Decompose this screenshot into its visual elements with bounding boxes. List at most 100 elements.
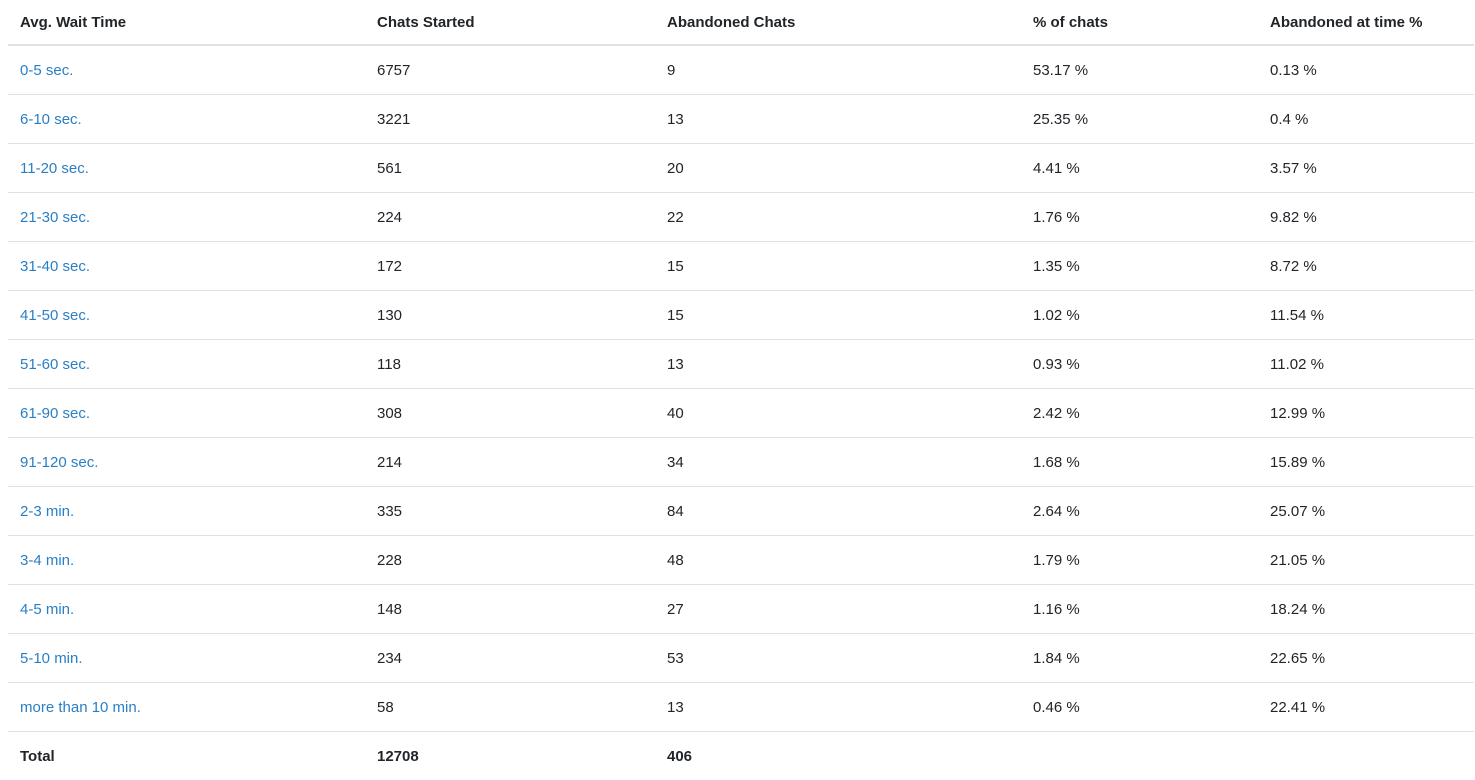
abandoned-chats-cell: 15: [655, 291, 1021, 340]
range-cell: 91-120 sec.: [8, 438, 365, 487]
table-row: more than 10 min. 58 13 0.46 % 22.41 %: [8, 683, 1474, 732]
pct-chats-cell: 4.41 %: [1021, 144, 1258, 193]
abandoned-chats-cell: 13: [655, 683, 1021, 732]
chats-started-cell: 308: [365, 389, 655, 438]
chats-started-cell: 6757: [365, 45, 655, 95]
abandoned-chats-cell: 84: [655, 487, 1021, 536]
wait-time-report: Avg. Wait Time Chats Started Abandoned C…: [8, 0, 1474, 780]
total-abandoned-chats: 406: [655, 732, 1021, 780]
abandoned-chats-cell: 9: [655, 45, 1021, 95]
wait-range-link[interactable]: 2-3 min.: [20, 503, 74, 520]
chats-started-cell: 561: [365, 144, 655, 193]
pct-chats-cell: 1.02 %: [1021, 291, 1258, 340]
table-row: 2-3 min. 335 84 2.64 % 25.07 %: [8, 487, 1474, 536]
range-cell: 5-10 min.: [8, 634, 365, 683]
wait-range-link[interactable]: 11-20 sec.: [20, 160, 89, 177]
range-cell: 0-5 sec.: [8, 45, 365, 95]
wait-range-link[interactable]: 61-90 sec.: [20, 405, 90, 422]
abandoned-at-time-cell: 9.82 %: [1258, 193, 1474, 242]
range-cell: 31-40 sec.: [8, 242, 365, 291]
range-cell: 6-10 sec.: [8, 95, 365, 144]
column-header-wait-time: Avg. Wait Time: [8, 0, 365, 45]
abandoned-at-time-cell: 22.41 %: [1258, 683, 1474, 732]
abandoned-chats-cell: 27: [655, 585, 1021, 634]
pct-chats-cell: 0.93 %: [1021, 340, 1258, 389]
wait-range-link[interactable]: more than 10 min.: [20, 699, 141, 716]
chats-started-cell: 335: [365, 487, 655, 536]
pct-chats-cell: 2.42 %: [1021, 389, 1258, 438]
wait-range-link[interactable]: 6-10 sec.: [20, 111, 82, 128]
table-row: 5-10 min. 234 53 1.84 % 22.65 %: [8, 634, 1474, 683]
range-cell: more than 10 min.: [8, 683, 365, 732]
range-cell: 4-5 min.: [8, 585, 365, 634]
table-body: 0-5 sec. 6757 9 53.17 % 0.13 % 6-10 sec.…: [8, 45, 1474, 780]
table-row: 0-5 sec. 6757 9 53.17 % 0.13 %: [8, 45, 1474, 95]
wait-range-link[interactable]: 21-30 sec.: [20, 209, 90, 226]
wait-range-link[interactable]: 51-60 sec.: [20, 356, 90, 373]
wait-range-link[interactable]: 0-5 sec.: [20, 62, 73, 79]
pct-chats-cell: 1.16 %: [1021, 585, 1258, 634]
pct-chats-cell: 53.17 %: [1021, 45, 1258, 95]
table-row: 51-60 sec. 118 13 0.93 % 11.02 %: [8, 340, 1474, 389]
table-row: 91-120 sec. 214 34 1.68 % 15.89 %: [8, 438, 1474, 487]
total-row: Total 12708 406: [8, 732, 1474, 780]
table-row: 11-20 sec. 561 20 4.41 % 3.57 %: [8, 144, 1474, 193]
abandoned-at-time-cell: 8.72 %: [1258, 242, 1474, 291]
range-cell: 11-20 sec.: [8, 144, 365, 193]
abandoned-at-time-cell: 22.65 %: [1258, 634, 1474, 683]
wait-time-table: Avg. Wait Time Chats Started Abandoned C…: [8, 0, 1474, 780]
range-cell: 51-60 sec.: [8, 340, 365, 389]
pct-chats-cell: 1.35 %: [1021, 242, 1258, 291]
abandoned-at-time-cell: 25.07 %: [1258, 487, 1474, 536]
total-chats-started: 12708: [365, 732, 655, 780]
pct-chats-cell: 2.64 %: [1021, 487, 1258, 536]
chats-started-cell: 148: [365, 585, 655, 634]
wait-range-link[interactable]: 91-120 sec.: [20, 454, 98, 471]
pct-chats-cell: 1.84 %: [1021, 634, 1258, 683]
abandoned-at-time-cell: 18.24 %: [1258, 585, 1474, 634]
abandoned-at-time-cell: 11.02 %: [1258, 340, 1474, 389]
abandoned-chats-cell: 34: [655, 438, 1021, 487]
chats-started-cell: 228: [365, 536, 655, 585]
chats-started-cell: 130: [365, 291, 655, 340]
table-header: Avg. Wait Time Chats Started Abandoned C…: [8, 0, 1474, 45]
abandoned-chats-cell: 53: [655, 634, 1021, 683]
abandoned-at-time-cell: 0.4 %: [1258, 95, 1474, 144]
abandoned-chats-cell: 15: [655, 242, 1021, 291]
wait-range-link[interactable]: 3-4 min.: [20, 552, 74, 569]
column-header-chats-started: Chats Started: [365, 0, 655, 45]
abandoned-chats-cell: 48: [655, 536, 1021, 585]
header-row: Avg. Wait Time Chats Started Abandoned C…: [8, 0, 1474, 45]
abandoned-at-time-cell: 21.05 %: [1258, 536, 1474, 585]
table-row: 21-30 sec. 224 22 1.76 % 9.82 %: [8, 193, 1474, 242]
wait-range-link[interactable]: 4-5 min.: [20, 601, 74, 618]
pct-chats-cell: 1.76 %: [1021, 193, 1258, 242]
table-row: 41-50 sec. 130 15 1.02 % 11.54 %: [8, 291, 1474, 340]
chats-started-cell: 224: [365, 193, 655, 242]
table-row: 3-4 min. 228 48 1.79 % 21.05 %: [8, 536, 1474, 585]
abandoned-at-time-cell: 11.54 %: [1258, 291, 1474, 340]
total-abandoned-at-time-empty: [1258, 732, 1474, 780]
wait-range-link[interactable]: 5-10 min.: [20, 650, 83, 667]
abandoned-chats-cell: 13: [655, 95, 1021, 144]
chats-started-cell: 172: [365, 242, 655, 291]
abandoned-chats-cell: 40: [655, 389, 1021, 438]
pct-chats-cell: 1.68 %: [1021, 438, 1258, 487]
chats-started-cell: 3221: [365, 95, 655, 144]
chats-started-cell: 58: [365, 683, 655, 732]
abandoned-chats-cell: 13: [655, 340, 1021, 389]
table-row: 61-90 sec. 308 40 2.42 % 12.99 %: [8, 389, 1474, 438]
chats-started-cell: 234: [365, 634, 655, 683]
table-row: 31-40 sec. 172 15 1.35 % 8.72 %: [8, 242, 1474, 291]
range-cell: 21-30 sec.: [8, 193, 365, 242]
wait-range-link[interactable]: 41-50 sec.: [20, 307, 90, 324]
total-label: Total: [8, 732, 365, 780]
pct-chats-cell: 25.35 %: [1021, 95, 1258, 144]
table-row: 4-5 min. 148 27 1.16 % 18.24 %: [8, 585, 1474, 634]
chats-started-cell: 214: [365, 438, 655, 487]
column-header-abandoned-chats: Abandoned Chats: [655, 0, 1021, 45]
wait-range-link[interactable]: 31-40 sec.: [20, 258, 90, 275]
abandoned-at-time-cell: 15.89 %: [1258, 438, 1474, 487]
chats-started-cell: 118: [365, 340, 655, 389]
range-cell: 41-50 sec.: [8, 291, 365, 340]
